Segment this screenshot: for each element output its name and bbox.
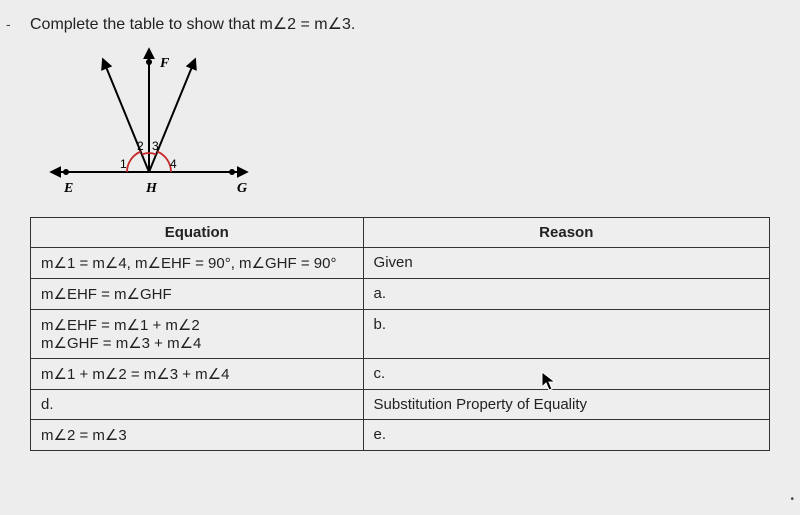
svg-text:H: H xyxy=(145,181,158,196)
instruction-text: Complete the table to show that m∠2 = m∠… xyxy=(30,14,780,34)
equation-line: m∠GHF = m∠3 + m∠4 xyxy=(41,334,353,352)
table-row: d. Substitution Property of Equality xyxy=(31,390,770,420)
equation-line: m∠EHF = m∠1 + m∠2 xyxy=(41,316,353,334)
proof-table: Equation Reason m∠1 = m∠4, m∠EHF = 90°, … xyxy=(30,217,770,451)
angle-diagram: 1234 E H G F xyxy=(34,42,780,207)
header-reason: Reason xyxy=(363,218,769,248)
svg-text:G: G xyxy=(237,181,247,196)
svg-text:1: 1 xyxy=(120,157,127,171)
table-row: m∠1 = m∠4, m∠EHF = 90°, m∠GHF = 90° Give… xyxy=(31,248,770,279)
reason-cell: b. xyxy=(363,310,769,359)
reason-cell: Given xyxy=(363,248,769,279)
equation-cell: m∠2 = m∠3 xyxy=(31,420,364,451)
equation-cell: m∠EHF = m∠GHF xyxy=(31,279,364,310)
reason-cell: Substitution Property of Equality xyxy=(363,390,769,420)
svg-text:F: F xyxy=(159,56,170,71)
table-row: m∠1 + m∠2 = m∠3 + m∠4 c. xyxy=(31,359,770,390)
reason-cell: a. xyxy=(363,279,769,310)
equation-cell: m∠1 = m∠4, m∠EHF = 90°, m∠GHF = 90° xyxy=(31,248,364,279)
corner-dot: • xyxy=(790,494,794,505)
equation-cell: m∠EHF = m∠1 + m∠2 m∠GHF = m∠3 + m∠4 xyxy=(31,310,364,359)
table-row: m∠2 = m∠3 e. xyxy=(31,420,770,451)
equation-cell: d. xyxy=(31,390,364,420)
table-header-row: Equation Reason xyxy=(31,218,770,248)
diagram-svg: 1234 E H G F xyxy=(34,42,264,207)
table-row: m∠EHF = m∠GHF a. xyxy=(31,279,770,310)
svg-text:E: E xyxy=(63,181,73,196)
svg-text:3: 3 xyxy=(152,139,159,153)
equation-cell: m∠1 + m∠2 = m∠3 + m∠4 xyxy=(31,359,364,390)
header-equation: Equation xyxy=(31,218,364,248)
svg-text:2: 2 xyxy=(137,139,144,153)
worksheet-page: - Complete the table to show that m∠2 = … xyxy=(0,0,800,515)
table-row: m∠EHF = m∠1 + m∠2 m∠GHF = m∠3 + m∠4 b. xyxy=(31,310,770,359)
margin-dash: - xyxy=(6,16,11,32)
reason-cell: c. xyxy=(363,359,769,390)
svg-text:4: 4 xyxy=(170,157,177,171)
reason-cell: e. xyxy=(363,420,769,451)
